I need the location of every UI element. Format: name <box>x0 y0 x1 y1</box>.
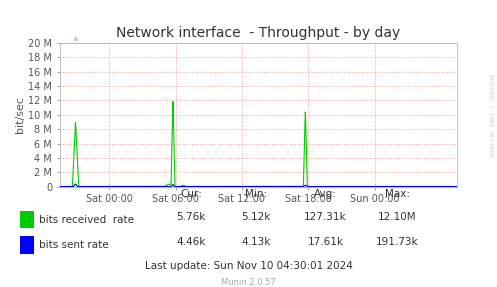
Text: bits received  rate: bits received rate <box>39 215 134 225</box>
Text: 4.13k: 4.13k <box>241 237 271 247</box>
Text: 4.46k: 4.46k <box>176 237 206 247</box>
Y-axis label: bit/sec: bit/sec <box>15 96 25 133</box>
Text: 191.73k: 191.73k <box>376 237 419 247</box>
Title: Network interface  - Throughput - by day: Network interface - Throughput - by day <box>116 26 401 40</box>
Text: Munin 2.0.57: Munin 2.0.57 <box>221 278 276 287</box>
Text: ▲: ▲ <box>73 36 78 42</box>
Text: RRDTOOL / TOBI OETIKER: RRDTOOL / TOBI OETIKER <box>489 73 494 156</box>
Text: Max:: Max: <box>385 189 410 199</box>
Text: Avg:: Avg: <box>314 189 337 199</box>
Bar <box>20 236 34 254</box>
Text: bits sent rate: bits sent rate <box>39 240 108 250</box>
Text: 17.61k: 17.61k <box>308 237 343 247</box>
Text: Last update: Sun Nov 10 04:30:01 2024: Last update: Sun Nov 10 04:30:01 2024 <box>145 261 352 272</box>
Text: Cur:: Cur: <box>180 189 202 199</box>
Bar <box>20 211 34 228</box>
Text: 5.76k: 5.76k <box>176 212 206 222</box>
Text: 127.31k: 127.31k <box>304 212 347 222</box>
Text: Min:: Min: <box>245 189 267 199</box>
Text: 12.10M: 12.10M <box>378 212 417 222</box>
Text: 5.12k: 5.12k <box>241 212 271 222</box>
